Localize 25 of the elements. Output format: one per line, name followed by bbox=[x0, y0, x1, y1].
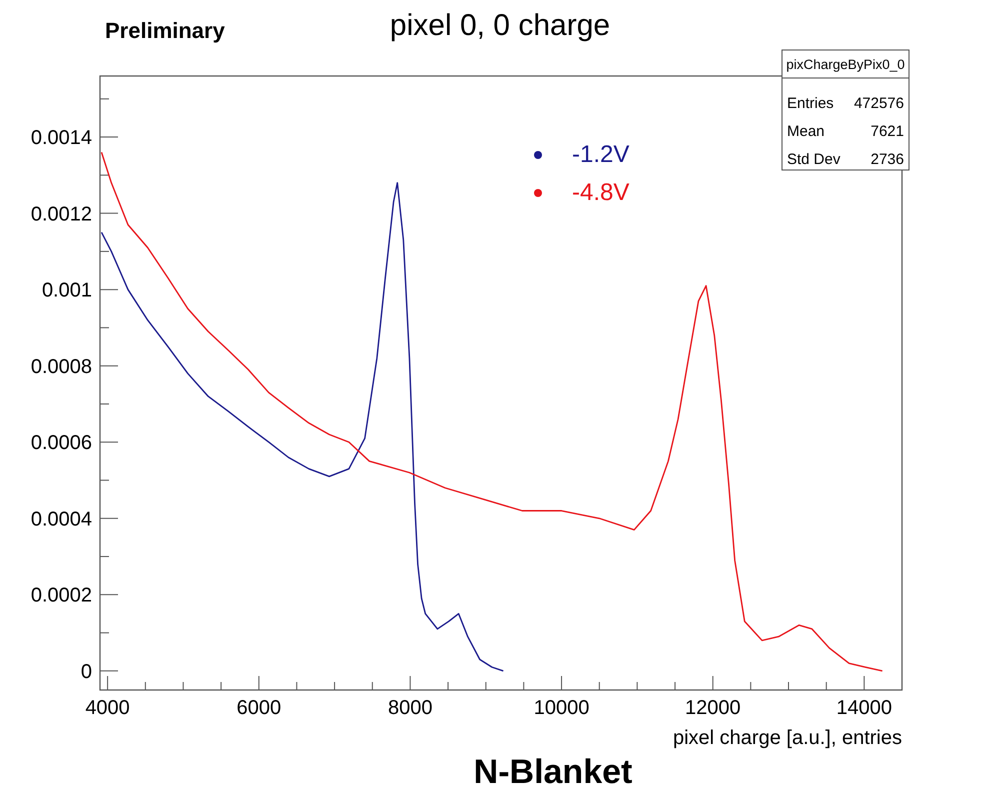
text: N-Blanket bbox=[474, 753, 632, 791]
line-series bbox=[100, 182, 504, 672]
legend-label: -1.2V bbox=[572, 141, 630, 168]
x-tick-label: 12000 bbox=[685, 697, 741, 719]
x-tick-label: 8000 bbox=[388, 697, 432, 719]
x-axis-title: pixel charge [a.u.], entries bbox=[672, 727, 902, 749]
legend-label: -4.8V bbox=[572, 179, 630, 206]
y-tick-label: 0.0002 bbox=[30, 584, 92, 607]
text: Preliminary bbox=[105, 18, 226, 43]
y-tick-label: 0.001 bbox=[42, 280, 92, 302]
text: Entries 472576 bbox=[787, 95, 904, 112]
chart-title: pixel 0, 0 charge bbox=[390, 9, 610, 42]
y-tick-label: 0 bbox=[80, 660, 92, 683]
x-tick-label: 4000 bbox=[85, 697, 130, 719]
x-tick-label: 6000 bbox=[236, 697, 282, 719]
y-tick-label: 0.0008 bbox=[30, 356, 92, 378]
text: Mean 7621 bbox=[787, 123, 904, 140]
text: pixChargeByPix0_0 bbox=[786, 57, 905, 72]
y-tick-label: 0.0014 bbox=[30, 127, 92, 150]
text: Std Dev 2736 bbox=[787, 151, 904, 168]
x-tick-label: 10000 bbox=[534, 697, 590, 719]
y-tick-label: 0.0004 bbox=[30, 508, 92, 530]
y-tick-label: 0.0006 bbox=[30, 432, 92, 454]
y-tick-label: 0.0012 bbox=[30, 203, 92, 226]
x-tick-label: 14000 bbox=[836, 697, 892, 719]
